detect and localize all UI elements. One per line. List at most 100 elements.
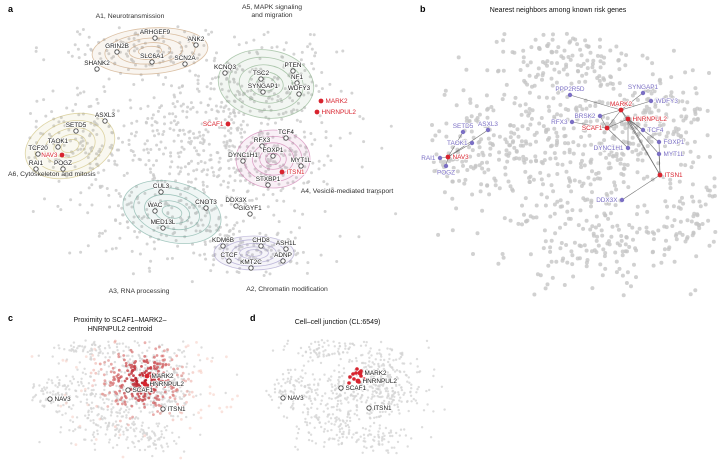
gene-marker-WDFY3: [648, 98, 654, 104]
gene-label-ANK2: ANK2: [188, 36, 205, 43]
neighbor-edges: [439, 92, 661, 201]
gene-label-SETD5: SETD5: [453, 123, 474, 130]
gene-marker-SETD5: [460, 129, 466, 135]
panel-b-plot: PPP2R5D SYNGAP1 WDFY3 BRSK2 RFX3 MARK2 HNRNPUL…: [420, 31, 718, 298]
gene-marker-MARK2: [618, 107, 624, 113]
gene-label-SYNGAP1: SYNGAP1: [628, 84, 659, 91]
gene-label-RFX3: RFX3: [254, 137, 271, 144]
gene-label-MARK2: MARK2: [365, 370, 387, 377]
gene-marker-NAV3: [445, 154, 451, 160]
gene-marker-SETD5: [73, 128, 79, 134]
gene-label-ASXL3: ASXL3: [95, 112, 115, 119]
gene-label-KDM6B: KDM6B: [212, 237, 234, 244]
gene-marker-MARK2: [144, 373, 150, 379]
gene-label-RFX3: RFX3: [551, 119, 568, 126]
gene-marker-FOXP1: [270, 153, 276, 159]
risk-gene-nodes: PPP2R5D SYNGAP1 WDFY3 BRSK2 RFX3 MARK2 HNRNPUL…: [420, 83, 685, 205]
panel-a-plot: ARHGEF9 ANK2 GRIN2B SLC6A1 SCN2A SHANK2 KCNQ3 T…: [8, 4, 398, 295]
cluster-label-A1: A1, Neurotransmission: [96, 13, 165, 20]
gene-label-TCF4: TCF4: [278, 129, 294, 136]
gene-label-SCAF1: SCAF1: [582, 125, 603, 132]
gene-marker-TAOK1: [469, 140, 475, 146]
gene-marker-SYNGAP1: [640, 90, 646, 96]
gene-marker-BRSK2: [597, 113, 603, 119]
gene-label-HNRNPUL2: HNRNPUL2: [633, 116, 668, 123]
gene-label-CTCF: CTCF: [220, 252, 237, 259]
background-points: [265, 339, 446, 455]
gene-label-MARK2: MARK2: [152, 373, 174, 380]
gene-label-BRSK2: BRSK2: [575, 113, 596, 120]
gene-marker-POGZ: [60, 166, 66, 172]
gene-marker-ASH1L: [283, 246, 289, 252]
gene-marker-SCN2A: [182, 61, 188, 67]
gene-label-ARHGEF9: ARHGEF9: [140, 29, 171, 36]
cluster-genes-A1: ARHGEF9 ANK2 GRIN2B SLC6A1 SCN2A SHANK2: [83, 28, 206, 72]
gene-label-FOXP1: FOXP1: [664, 139, 685, 146]
gene-label-NAV3: NAV3: [453, 154, 470, 161]
gene-marker-SLC6A1: [149, 59, 155, 65]
gene-label-WDFY3: WDFY3: [656, 98, 679, 105]
gene-label-WAC: WAC: [148, 202, 163, 209]
gene-label-TCF4: TCF4: [648, 127, 664, 134]
gene-label-RAI1: RAI1: [421, 155, 436, 162]
gene-marker-PTEN: [290, 68, 296, 74]
panel-c-title-line2: HNRNPUL2 centroid: [87, 326, 153, 333]
gene-marker-FOXP1: [656, 139, 662, 145]
gene-marker-PPP2R5D: [567, 92, 573, 98]
gene-label-GRIN2B: GRIN2B: [105, 43, 129, 50]
gene-marker-TCF4: [640, 127, 646, 133]
gene-marker-MARK2: [357, 370, 363, 376]
gene-marker-SCAF1: [225, 121, 231, 127]
gene-marker-CTCF: [226, 258, 232, 264]
gene-label-SCN2A: SCN2A: [174, 55, 196, 62]
gene-marker-DDX3X: [619, 197, 625, 203]
gene-marker-TSC2: [258, 76, 264, 82]
gene-marker-KCNQ3: [222, 70, 228, 76]
gene-label-DYNC1H1: DYNC1H1: [228, 152, 258, 159]
gene-marker-ITSN1: [657, 172, 663, 178]
cluster-contour-A1: [91, 27, 209, 75]
cluster-contour-A6: [24, 112, 116, 180]
gene-marker-NAV3: [59, 152, 65, 158]
gene-marker-MYT1L: [298, 163, 304, 169]
gene-marker-SCAF1: [338, 385, 344, 391]
gene-label-MYT1L: MYT1L: [664, 151, 685, 158]
gene-label-DDX3X: DDX3X: [225, 197, 247, 204]
gene-marker-TCF20: [35, 151, 41, 157]
gene-marker-MED13L: [160, 225, 166, 231]
panel-b-title: Nearest neighbors among known risk genes: [489, 7, 627, 14]
gene-marker-HNRNPUL2: [625, 116, 631, 122]
gene-marker-GRIN2B: [114, 49, 120, 55]
gene-marker-POGZ: [443, 163, 449, 169]
gene-marker-WDFY3: [296, 91, 302, 97]
gene-label-MED13L: MED13L: [151, 219, 176, 226]
background-points: [430, 31, 718, 298]
gene-label-SLC6A1: SLC6A1: [140, 53, 164, 60]
gene-label-ITSN1: ITSN1: [168, 406, 187, 413]
gene-marker-ITSN1: [160, 406, 166, 412]
gene-label-FOXP1: FOXP1: [263, 147, 284, 154]
cluster-contour-A2: [213, 235, 295, 271]
gene-marker-MARK2: [318, 98, 324, 104]
gene-marker-STXBP1: [265, 182, 271, 188]
panel-letter-b: b: [420, 4, 426, 14]
cluster-label-A6: A6, Cytoskeleton and mitosis: [8, 171, 96, 178]
gene-label-KCNQ3: KCNQ3: [214, 64, 236, 71]
gene-marker-HNRNPUL2: [142, 381, 148, 387]
gene-marker-HNRNPUL2: [355, 378, 361, 384]
gene-marker-SCAF1: [604, 125, 610, 131]
gene-marker-ASXL3: [485, 127, 491, 133]
gene-label-POGZ: POGZ: [54, 160, 72, 167]
gene-label-NAV3: NAV3: [288, 395, 305, 402]
gene-marker-ARHGEF9: [152, 35, 158, 41]
gene-label-WDFY3: WDFY3: [288, 85, 311, 92]
gene-marker-RAI1: [437, 155, 443, 161]
gene-marker-ADNP: [280, 258, 286, 264]
gene-label-PPP2R5D: PPP2R5D: [555, 86, 585, 93]
gene-label-RAI1: RAI1: [29, 160, 44, 167]
gene-label-SHANK2: SHANK2: [84, 60, 110, 67]
